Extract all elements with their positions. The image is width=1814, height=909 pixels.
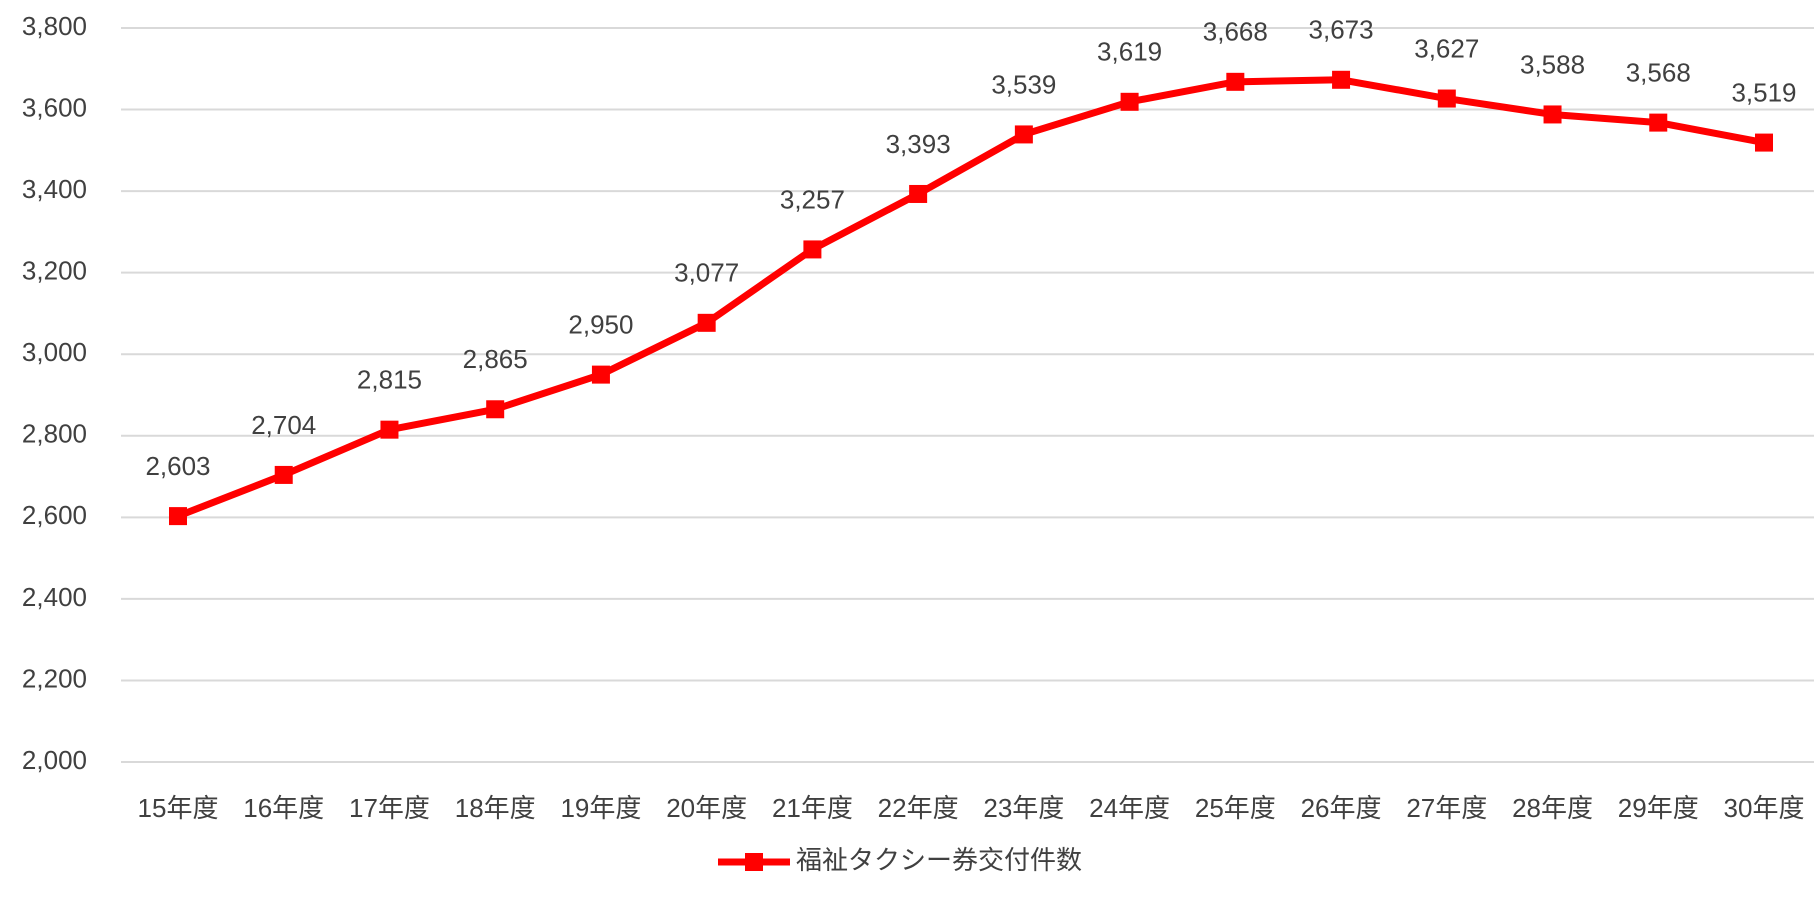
x-tick-label: 30年度 — [1724, 793, 1805, 823]
data-label: 3,668 — [1203, 17, 1268, 47]
y-tick-label: 3,200 — [22, 256, 87, 286]
x-tick-label: 19年度 — [560, 793, 641, 823]
x-tick-label: 27年度 — [1406, 793, 1487, 823]
marker — [591, 365, 610, 384]
marker — [169, 507, 187, 526]
marker — [803, 240, 822, 259]
marker — [1120, 92, 1139, 111]
legend-label: 福祉タクシー券交付件数 — [796, 845, 1082, 875]
marker — [1649, 113, 1668, 132]
y-tick-label: 3,400 — [22, 174, 87, 204]
data-label: 3,619 — [1097, 37, 1162, 67]
data-label: 2,704 — [251, 410, 316, 440]
y-tick-label: 3,000 — [22, 337, 87, 367]
data-label: 3,393 — [886, 129, 951, 159]
marker — [697, 313, 716, 332]
y-tick-label: 3,600 — [22, 92, 87, 122]
marker — [1543, 105, 1562, 124]
x-tick-label: 24年度 — [1089, 793, 1170, 823]
x-tick-label: 18年度 — [455, 793, 536, 823]
data-label: 3,257 — [780, 184, 845, 214]
marker — [1014, 125, 1033, 144]
marker — [380, 420, 399, 439]
line — [176, 76, 1765, 520]
data-label: 2,865 — [463, 344, 528, 374]
x-tick-label: 25年度 — [1195, 793, 1276, 823]
x-tick-label: 23年度 — [983, 793, 1064, 823]
data-label: 3,673 — [1309, 15, 1374, 45]
data-label: 2,603 — [145, 451, 210, 481]
data-label: 3,519 — [1731, 77, 1796, 107]
data-label: 2,950 — [568, 309, 633, 339]
x-tick-label: 22年度 — [878, 793, 959, 823]
data-label: 3,539 — [991, 69, 1056, 99]
x-tick-label: 28年度 — [1512, 793, 1593, 823]
y-tick-label: 2,600 — [22, 500, 87, 530]
x-tick-label: 20年度 — [666, 793, 747, 823]
y-tick-label: 2,400 — [22, 582, 87, 612]
marker — [1332, 70, 1351, 89]
data-label: 3,568 — [1626, 57, 1691, 87]
marker — [909, 184, 928, 203]
x-tick-label: 16年度 — [243, 793, 324, 823]
marker — [1226, 72, 1245, 91]
data-label: 3,588 — [1520, 49, 1585, 79]
y-tick-label: 2,000 — [22, 745, 87, 775]
y-tick-label: 3,800 — [22, 11, 87, 41]
legend-marker — [745, 853, 763, 871]
x-tick-label: 29年度 — [1618, 793, 1699, 823]
x-tick-label: 17年度 — [349, 793, 430, 823]
x-tick-label: 21年度 — [772, 793, 853, 823]
marker — [486, 400, 505, 419]
y-tick-label: 2,200 — [22, 663, 87, 693]
marker — [1437, 89, 1456, 108]
data-label: 3,627 — [1414, 33, 1479, 63]
marker — [1755, 133, 1773, 152]
x-tick-label: 26年度 — [1301, 793, 1382, 823]
marker — [274, 465, 293, 484]
data-label: 3,077 — [674, 258, 739, 288]
y-tick-label: 2,800 — [22, 419, 87, 449]
data-label: 2,815 — [357, 365, 422, 395]
x-tick-label: 15年度 — [138, 793, 219, 823]
